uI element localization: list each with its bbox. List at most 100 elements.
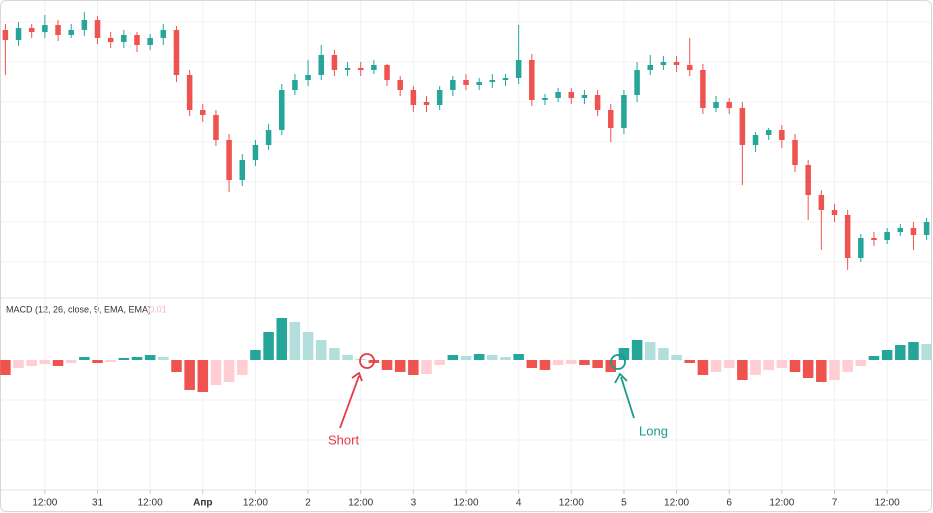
histogram-bar	[868, 356, 880, 360]
candle-body	[252, 145, 259, 160]
histogram-bar	[276, 318, 288, 360]
histogram-bar	[671, 355, 682, 360]
histogram-bar	[829, 360, 840, 380]
histogram-bar	[684, 360, 695, 363]
histogram-bar	[381, 360, 393, 370]
histogram-bar	[118, 358, 130, 360]
histogram-bar	[315, 340, 327, 360]
short-annotation: Short	[328, 353, 375, 447]
long-annotation: Long	[610, 354, 668, 438]
histogram-bar	[723, 360, 735, 368]
candle-body	[818, 195, 825, 210]
candle-body	[463, 80, 469, 85]
candle-body	[226, 140, 232, 180]
histogram-bar	[605, 360, 617, 372]
histogram-bar	[487, 355, 498, 360]
histogram-bar	[263, 332, 274, 360]
x-tick-label: 7	[832, 498, 838, 509]
histogram-bar	[131, 357, 143, 360]
candle-body	[410, 90, 417, 105]
x-tick-label: 12:00	[559, 498, 584, 509]
x-tick-label: 6	[726, 498, 732, 509]
candle-body	[371, 65, 377, 70]
x-tick-label: 4	[516, 498, 522, 509]
histogram-bar	[13, 360, 24, 368]
histogram-bar	[552, 360, 564, 365]
candle-body	[384, 65, 390, 80]
candle-body	[844, 215, 851, 258]
x-tick-label: 3	[411, 498, 417, 509]
histogram-bar	[816, 360, 827, 382]
candle-body	[344, 68, 351, 70]
candle-body	[858, 238, 864, 258]
candle-body	[147, 38, 153, 45]
histogram-bar	[329, 348, 340, 360]
candle-body	[331, 55, 338, 70]
histogram-bar	[250, 350, 261, 360]
histogram-bar	[737, 360, 748, 380]
histogram-bar	[184, 360, 195, 390]
candle-body	[292, 80, 298, 90]
histogram-bar	[921, 344, 932, 360]
histogram-bar	[592, 360, 603, 368]
histogram-bar	[500, 357, 511, 360]
candle-body	[529, 60, 535, 100]
candle-body	[608, 110, 614, 128]
candle-body	[792, 140, 798, 165]
candle-body	[502, 78, 509, 80]
x-tick-label: 2	[305, 498, 311, 509]
candle-body	[831, 210, 838, 215]
histogram-bar	[342, 355, 353, 360]
histogram-bar	[895, 345, 906, 360]
histogram-bar	[26, 360, 37, 366]
histogram-bar	[631, 340, 643, 360]
histogram-bar	[566, 360, 577, 364]
x-tick-label: 12:00	[32, 498, 57, 509]
histogram-bar	[539, 360, 551, 370]
histogram-bar	[579, 360, 590, 365]
candle-body	[713, 102, 719, 108]
x-tick-label: 12:00	[348, 498, 373, 509]
histogram-bar	[65, 360, 77, 363]
candle-body	[897, 228, 904, 232]
candle-body	[515, 60, 522, 78]
histogram-bar	[223, 360, 235, 382]
candle-body	[660, 62, 667, 65]
x-tick-label: 5	[621, 498, 627, 509]
histogram-bar	[144, 355, 156, 360]
candle-body	[765, 130, 772, 135]
histogram-bar	[39, 360, 51, 364]
candle-body	[318, 55, 324, 75]
candle-body	[542, 98, 548, 100]
histogram-bar	[513, 354, 524, 360]
histogram-bar	[158, 357, 169, 360]
histogram-bar	[92, 360, 103, 363]
histogram-bar	[802, 360, 814, 378]
candle-body	[726, 102, 732, 108]
candle-body	[42, 25, 48, 32]
histogram-bar	[0, 360, 11, 375]
histogram-bar	[763, 360, 774, 370]
histogram-bar	[776, 360, 788, 368]
candle-body	[239, 160, 246, 180]
histogram-bar	[618, 348, 630, 360]
candle-body	[423, 102, 430, 105]
histogram-bar	[210, 360, 222, 385]
candle-body	[186, 75, 193, 110]
candle-body	[2, 30, 9, 40]
histogram-bar	[237, 360, 248, 375]
histogram-bar	[473, 354, 485, 360]
candle-body	[357, 68, 364, 70]
candle-body	[779, 130, 785, 140]
candle-body	[805, 165, 811, 195]
x-tick-label: 12:00	[453, 498, 478, 509]
candle-body	[621, 95, 627, 128]
annotation-label: Long	[639, 423, 668, 438]
histogram-bar	[460, 356, 472, 360]
candle-body	[923, 222, 930, 235]
candle-body	[555, 92, 561, 98]
histogram-bar	[52, 360, 64, 366]
candle-body	[107, 38, 114, 42]
